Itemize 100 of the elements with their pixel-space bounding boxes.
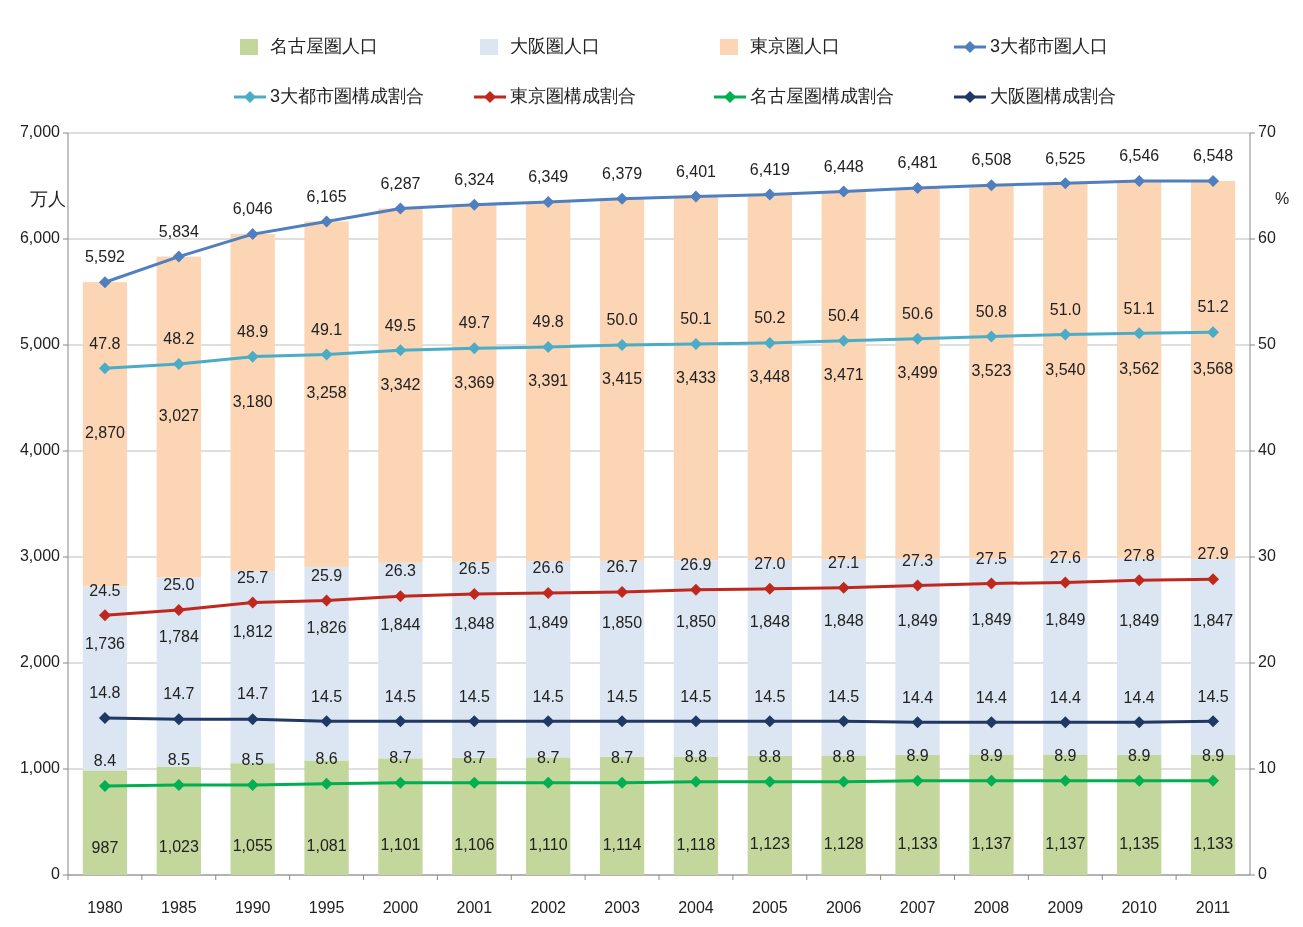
data-label: 8.5 (241, 751, 264, 769)
data-label: 14.4 (1123, 688, 1155, 706)
point (320, 348, 333, 361)
data-label: 48.2 (163, 330, 195, 348)
bar (304, 221, 349, 567)
data-label: 1,848 (823, 612, 864, 630)
data-label: 1,110 (528, 835, 568, 853)
point (246, 596, 259, 609)
point (1207, 774, 1220, 787)
data-label: 3,471 (823, 365, 864, 383)
data-label: 1,101 (380, 836, 421, 854)
point (837, 715, 850, 728)
x-tick-label: 2002 (530, 899, 567, 917)
data-label: 6,349 (528, 168, 569, 186)
legend-label: 大阪圏構成割合 (990, 85, 1116, 106)
bar (452, 204, 497, 562)
data-label: 14.5 (1197, 687, 1229, 705)
data-label: 1,128 (823, 835, 864, 853)
data-label: 6,287 (380, 174, 421, 192)
data-label: 3,562 (1119, 360, 1160, 378)
data-label: 6,401 (675, 162, 717, 180)
legend-label: 名古屋圏人口 (270, 35, 378, 56)
data-label: 8.7 (463, 749, 486, 767)
data-label: 6,508 (971, 151, 1012, 169)
point (1133, 716, 1146, 729)
legend-label: 3大都市圏構成割合 (270, 85, 425, 106)
data-label: 3,027 (158, 407, 199, 425)
point (911, 579, 924, 592)
point (1059, 716, 1072, 729)
data-label: 3,433 (675, 368, 717, 386)
data-label: 1,844 (380, 615, 421, 633)
legend-label: 東京圏構成割合 (510, 85, 636, 106)
data-label: 14.5 (754, 687, 786, 705)
data-label: 1,137 (971, 835, 1012, 853)
data-label: 5,834 (158, 222, 199, 240)
point (1207, 573, 1220, 586)
data-label: 1,023 (158, 838, 199, 856)
data-label: 6,046 (232, 200, 273, 218)
data-label: 1,847 (1193, 611, 1234, 629)
point (246, 350, 259, 363)
point (985, 716, 998, 729)
point (837, 185, 850, 198)
data-label: 27.9 (1197, 545, 1229, 563)
data-label: 50.2 (754, 309, 786, 327)
point (320, 594, 333, 607)
point (320, 215, 333, 228)
point (246, 713, 259, 726)
data-label: 6,448 (823, 157, 864, 175)
point (1207, 715, 1220, 728)
x-tick-label: 1985 (161, 899, 197, 917)
x-tick-label: 2010 (1121, 899, 1158, 917)
data-label: 26.9 (680, 556, 712, 574)
point (911, 182, 924, 195)
data-label: 26.5 (458, 560, 490, 578)
point (837, 334, 850, 347)
data-label: 6,419 (749, 160, 790, 178)
data-label: 27.0 (754, 555, 786, 573)
point (985, 330, 998, 343)
data-label: 6,548 (1193, 147, 1234, 165)
data-label: 1,849 (971, 611, 1012, 629)
data-label: 3,568 (1193, 360, 1234, 378)
y-tick-label: 3,000 (19, 547, 61, 565)
y-tick-label: 4,000 (19, 441, 61, 459)
point (542, 715, 555, 728)
data-label: 14.7 (163, 685, 195, 703)
point (911, 716, 924, 729)
point (98, 276, 111, 289)
data-label: 25.9 (310, 566, 343, 584)
data-label: 14.5 (828, 687, 860, 705)
y2-tick-label: 0 (1258, 865, 1267, 883)
data-label: 27.5 (975, 549, 1008, 567)
point (837, 775, 850, 788)
point (98, 712, 111, 725)
data-label: 987 (91, 839, 119, 857)
data-label: 24.5 (89, 581, 121, 599)
data-label: 14.5 (310, 687, 343, 705)
data-label: 47.8 (89, 334, 121, 352)
data-label: 6,165 (306, 187, 347, 205)
data-label: 14.5 (458, 687, 490, 705)
data-label: 8.6 (315, 750, 338, 768)
point (911, 774, 924, 787)
point (98, 609, 111, 622)
data-label: 8.4 (93, 752, 117, 770)
data-label: 14.7 (237, 685, 269, 703)
data-label: 1,137 (1045, 835, 1086, 853)
bar (230, 234, 275, 572)
data-label: 1,826 (306, 619, 347, 637)
point (394, 715, 407, 728)
point (468, 715, 481, 728)
y2-tick-label: 20 (1258, 653, 1276, 671)
data-label: 1,849 (897, 611, 938, 629)
y2-tick-label: 40 (1258, 441, 1276, 459)
bar (156, 256, 201, 578)
y2-tick-label: 30 (1258, 547, 1276, 565)
y2-axis-title: % (1274, 190, 1290, 208)
bar (156, 766, 201, 875)
data-label: 50.0 (606, 311, 638, 329)
data-label: 26.7 (606, 558, 638, 576)
point (246, 228, 259, 241)
data-label: 8.7 (389, 749, 412, 767)
